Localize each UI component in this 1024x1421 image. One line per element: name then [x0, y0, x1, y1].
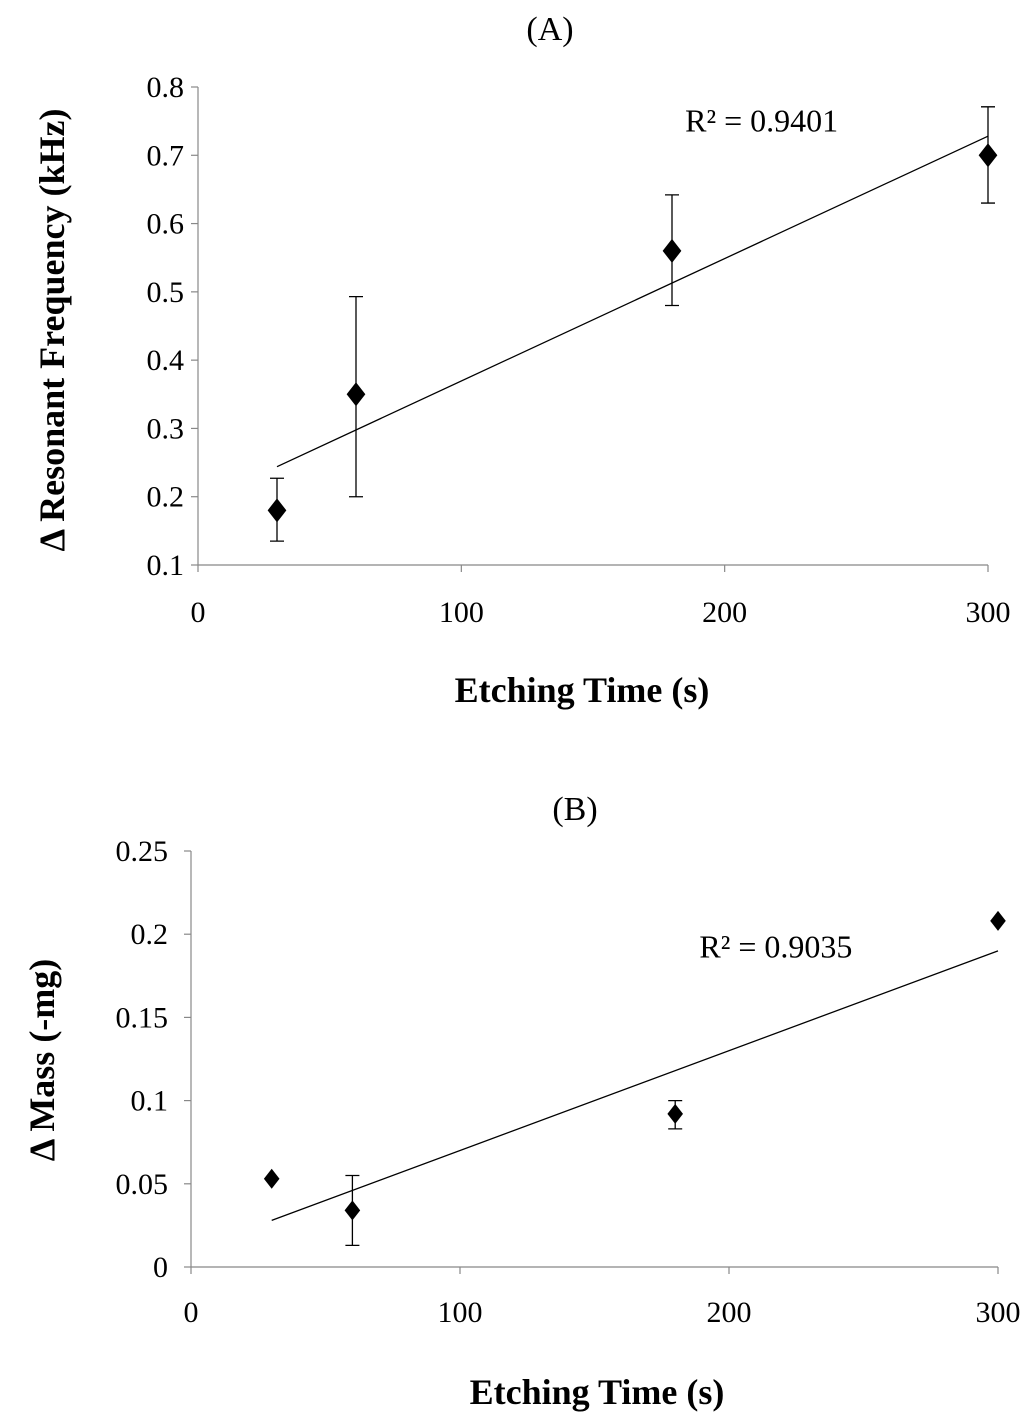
- charta-y-tick-label: 0.8: [147, 71, 185, 104]
- charta-y-tick-label: 0.4: [147, 344, 185, 377]
- charta-y-tick-label: 0.6: [147, 208, 185, 241]
- charta-y-tick-label: 0.5: [147, 276, 185, 309]
- charta-y-tick-label: 0.3: [147, 412, 185, 445]
- chartb-data-point: [263, 1168, 280, 1189]
- chartb-y-tick-label: 0.1: [131, 1085, 169, 1118]
- chartb-x-tick-label: 100: [438, 1296, 483, 1329]
- charta-y-tick-label: 0.1: [147, 549, 185, 582]
- chartb-data-point: [990, 910, 1006, 931]
- charta-y-tick-label: 0.7: [147, 139, 185, 172]
- chart-b-data-points: [263, 910, 1006, 1247]
- chart-b: (B) 0 0.05 0.1 0.15 0.2 0.25 0 100 200 300 R² = …: [22, 791, 1021, 1412]
- charta-x-tick-label: 100: [439, 596, 484, 629]
- chart-b-x-axis-label: Etching Time (s): [470, 1372, 725, 1412]
- chart-b-r-squared: R² = 0.9035: [699, 928, 852, 964]
- chartb-y-tick-label: 0.25: [116, 835, 169, 868]
- chartb-data-point: [344, 1200, 361, 1221]
- chartb-y-tick-label: 0: [153, 1251, 168, 1284]
- chartb-x-tick-label: 300: [976, 1296, 1021, 1329]
- chartb-x-tick-label: 0: [184, 1296, 199, 1329]
- chartb-y-tick-label: 0.2: [131, 918, 169, 951]
- charta-data-point: [346, 382, 366, 407]
- charta-data-point: [978, 143, 998, 168]
- charta-x-tick-label: 300: [966, 596, 1011, 629]
- charta-x-tick-label: 200: [702, 596, 747, 629]
- chart-b-y-ticks: 0 0.05 0.1 0.15 0.2 0.25: [116, 835, 191, 1284]
- charta-y-tick-label: 0.2: [147, 481, 185, 514]
- chartb-y-tick-label: 0.05: [116, 1168, 169, 1201]
- chartb-y-tick-label: 0.15: [116, 1001, 169, 1034]
- charta-x-tick-label: 0: [191, 596, 206, 629]
- chart-b-title: (B): [552, 791, 597, 828]
- chart-a: (A) 0.10.20.30.40.50.60.70.8 0 100 200 300 …: [32, 11, 1011, 710]
- chart-a-x-axis-label: Etching Time (s): [455, 670, 710, 710]
- chart-a-r-squared: R² = 0.9401: [685, 102, 838, 138]
- chart-a-trendline: [276, 135, 989, 468]
- chartb-data-point: [667, 1103, 683, 1124]
- chart-a-x-ticks: 0 100 200 300: [191, 565, 1011, 629]
- chart-a-data-points: [267, 106, 998, 542]
- chart-b-trendline: [271, 950, 999, 1222]
- chart-b-x-ticks: 0 100 200 300: [184, 1267, 1021, 1329]
- chart-a-title: (A): [526, 11, 573, 48]
- chart-a-y-axis-label: Δ Resonant Frequency (kHz): [32, 109, 72, 552]
- charta-data-point: [662, 238, 682, 263]
- chartb-x-tick-label: 200: [707, 1296, 752, 1329]
- charta-data-point: [267, 498, 287, 523]
- chart-b-y-axis-label: Δ Mass (-mg): [22, 959, 62, 1162]
- chart-a-y-ticks: 0.1 0.2 0.3 0.4 0.5 0.6 0.7 0.8: [147, 71, 198, 582]
